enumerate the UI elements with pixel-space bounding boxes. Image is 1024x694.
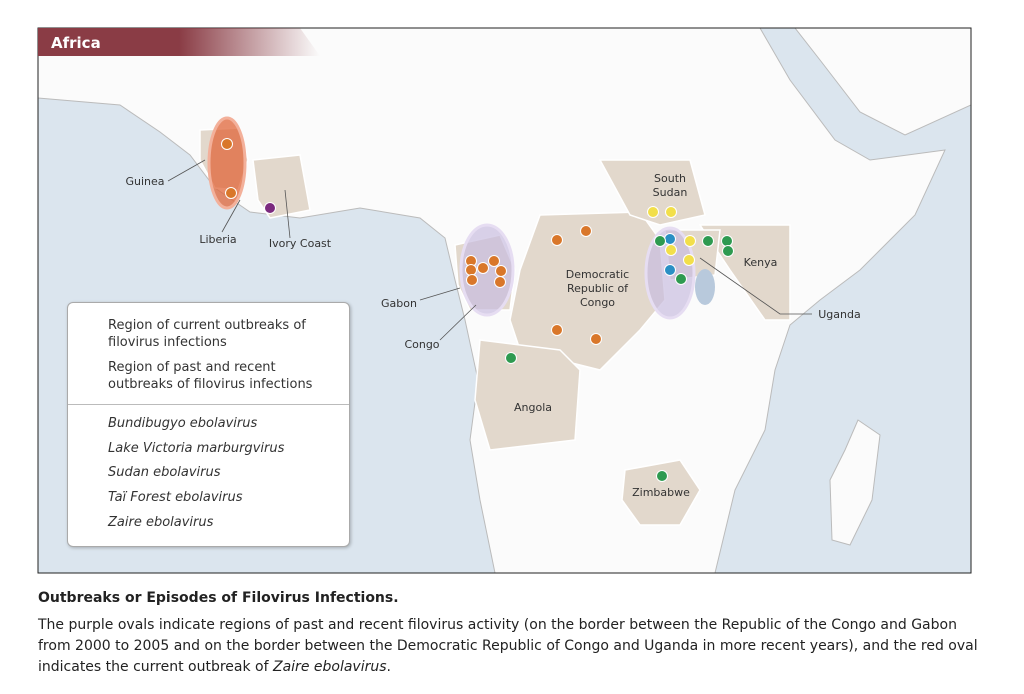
caption-title: Outbreaks or Episodes of Filovirus Infec… (38, 590, 399, 606)
outbreak-dot (494, 276, 506, 288)
country-label: Guinea (125, 175, 165, 188)
outbreak-dot (221, 138, 233, 150)
country-label: Democratic Republic of Congo (565, 268, 630, 309)
outbreak-dot (675, 273, 687, 285)
legend-label: Region of current outbreaks of filovirus… (108, 318, 306, 350)
country-label: Liberia (199, 233, 237, 246)
madagascar (829, 419, 881, 546)
legend-label: Region of past and recent outbreaks of f… (108, 360, 313, 392)
outbreak-dot (656, 470, 668, 482)
country-label: Gabon (381, 297, 417, 310)
outbreak-dot (654, 235, 666, 247)
outbreak-dot (722, 245, 734, 257)
arabia-land (794, 28, 971, 136)
outbreak-dot (590, 333, 602, 345)
legend-label: Zaire ebolavirus (108, 515, 214, 530)
current-outbreak-oval (207, 116, 247, 210)
caption-text: The purple ovals indicate regions of pas… (38, 615, 978, 678)
outbreak-dot (664, 264, 676, 276)
outbreak-dot (580, 225, 592, 237)
title-tab (38, 28, 320, 56)
outbreak-dots (221, 138, 734, 482)
legend: Region of current outbreaks of filovirus… (67, 302, 350, 547)
country-label: Angola (513, 401, 552, 414)
outbreak-dot (664, 233, 676, 245)
outbreak-dot (551, 234, 563, 246)
caption: Outbreaks or Episodes of Filovirus Infec… (38, 588, 978, 678)
outbreak-dot (477, 262, 489, 274)
outbreak-dot (225, 187, 237, 199)
outbreak-dot (665, 244, 677, 256)
outbreak-dot (505, 352, 517, 364)
lake-victoria (695, 269, 715, 305)
caption-text-part: The purple ovals indicate regions of pas… (38, 617, 978, 675)
map-title: Africa (51, 34, 101, 52)
country-label: Zimbabwe (632, 486, 690, 499)
outbreak-dot (495, 265, 507, 277)
outbreak-dot (684, 235, 696, 247)
legend-label: Taï Forest ebolavirus (108, 490, 243, 505)
outbreak-dot (466, 274, 478, 286)
caption-italic: Zaire ebolavirus (273, 659, 387, 675)
outbreak-dot (647, 206, 659, 218)
outbreak-dot (264, 202, 276, 214)
outbreak-dot (551, 324, 563, 336)
caption-text-part: . (386, 659, 391, 675)
country-label: Ivory Coast (268, 237, 332, 250)
leader-lines (167, 159, 812, 341)
country-label: Congo (404, 338, 440, 351)
legend-label: Sudan ebolavirus (108, 465, 221, 480)
outbreak-dot (683, 254, 695, 266)
outbreak-dot (465, 264, 477, 276)
country-label: Uganda (818, 308, 861, 321)
country-label: South Sudan (652, 172, 688, 199)
outbreak-dot (721, 235, 733, 247)
outbreak-dot (488, 255, 500, 267)
outbreak-dot (702, 235, 714, 247)
legend-divider (68, 404, 349, 405)
country-label: Kenya (743, 256, 778, 269)
map-frame (37, 27, 972, 574)
outbreak-dot (665, 206, 677, 218)
legend-label: Bundibugyo ebolavirus (108, 416, 258, 431)
legend-label: Lake Victoria marburgvirus (108, 441, 285, 456)
